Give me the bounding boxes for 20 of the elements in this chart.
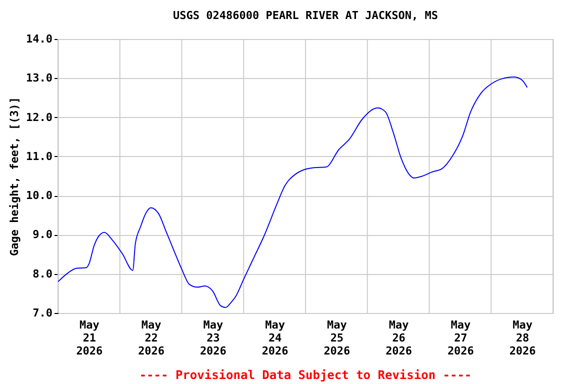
y-tick-label: 12.0	[26, 110, 52, 124]
x-tick-label: May 26 2026	[386, 318, 412, 358]
x-tick-label: May 27 2026	[447, 318, 474, 358]
x-tick-label: May 21 2026	[76, 318, 104, 358]
y-tick-label: 7.0	[32, 306, 52, 320]
chart-title: USGS 02486000 PEARL RIVER AT JACKSON, MS	[173, 9, 438, 22]
text: ---- Provisional Data Subject to Revision ----	[139, 368, 472, 382]
x-tick-label: May 25 2026	[324, 318, 351, 358]
x-tick-label: May 22 2026	[138, 318, 165, 358]
x-tick-label: May 24 2026	[262, 318, 289, 358]
x-tick-label: May 28 2026	[509, 318, 536, 358]
y-tick-label: 13.0	[26, 72, 52, 85]
y-tick-label: 11.0	[26, 150, 52, 163]
line-series	[58, 76, 528, 308]
y-tick-label: 10.0	[26, 189, 52, 202]
y-tick-label: 8.0	[32, 267, 52, 280]
y-axis-title: Gage height, feet, [(3)]	[8, 97, 22, 256]
x-tick-label: May 23 2026	[200, 318, 227, 358]
y-tick-label: 9.0	[32, 228, 52, 242]
y-tick-label: 14.0	[26, 32, 52, 46]
